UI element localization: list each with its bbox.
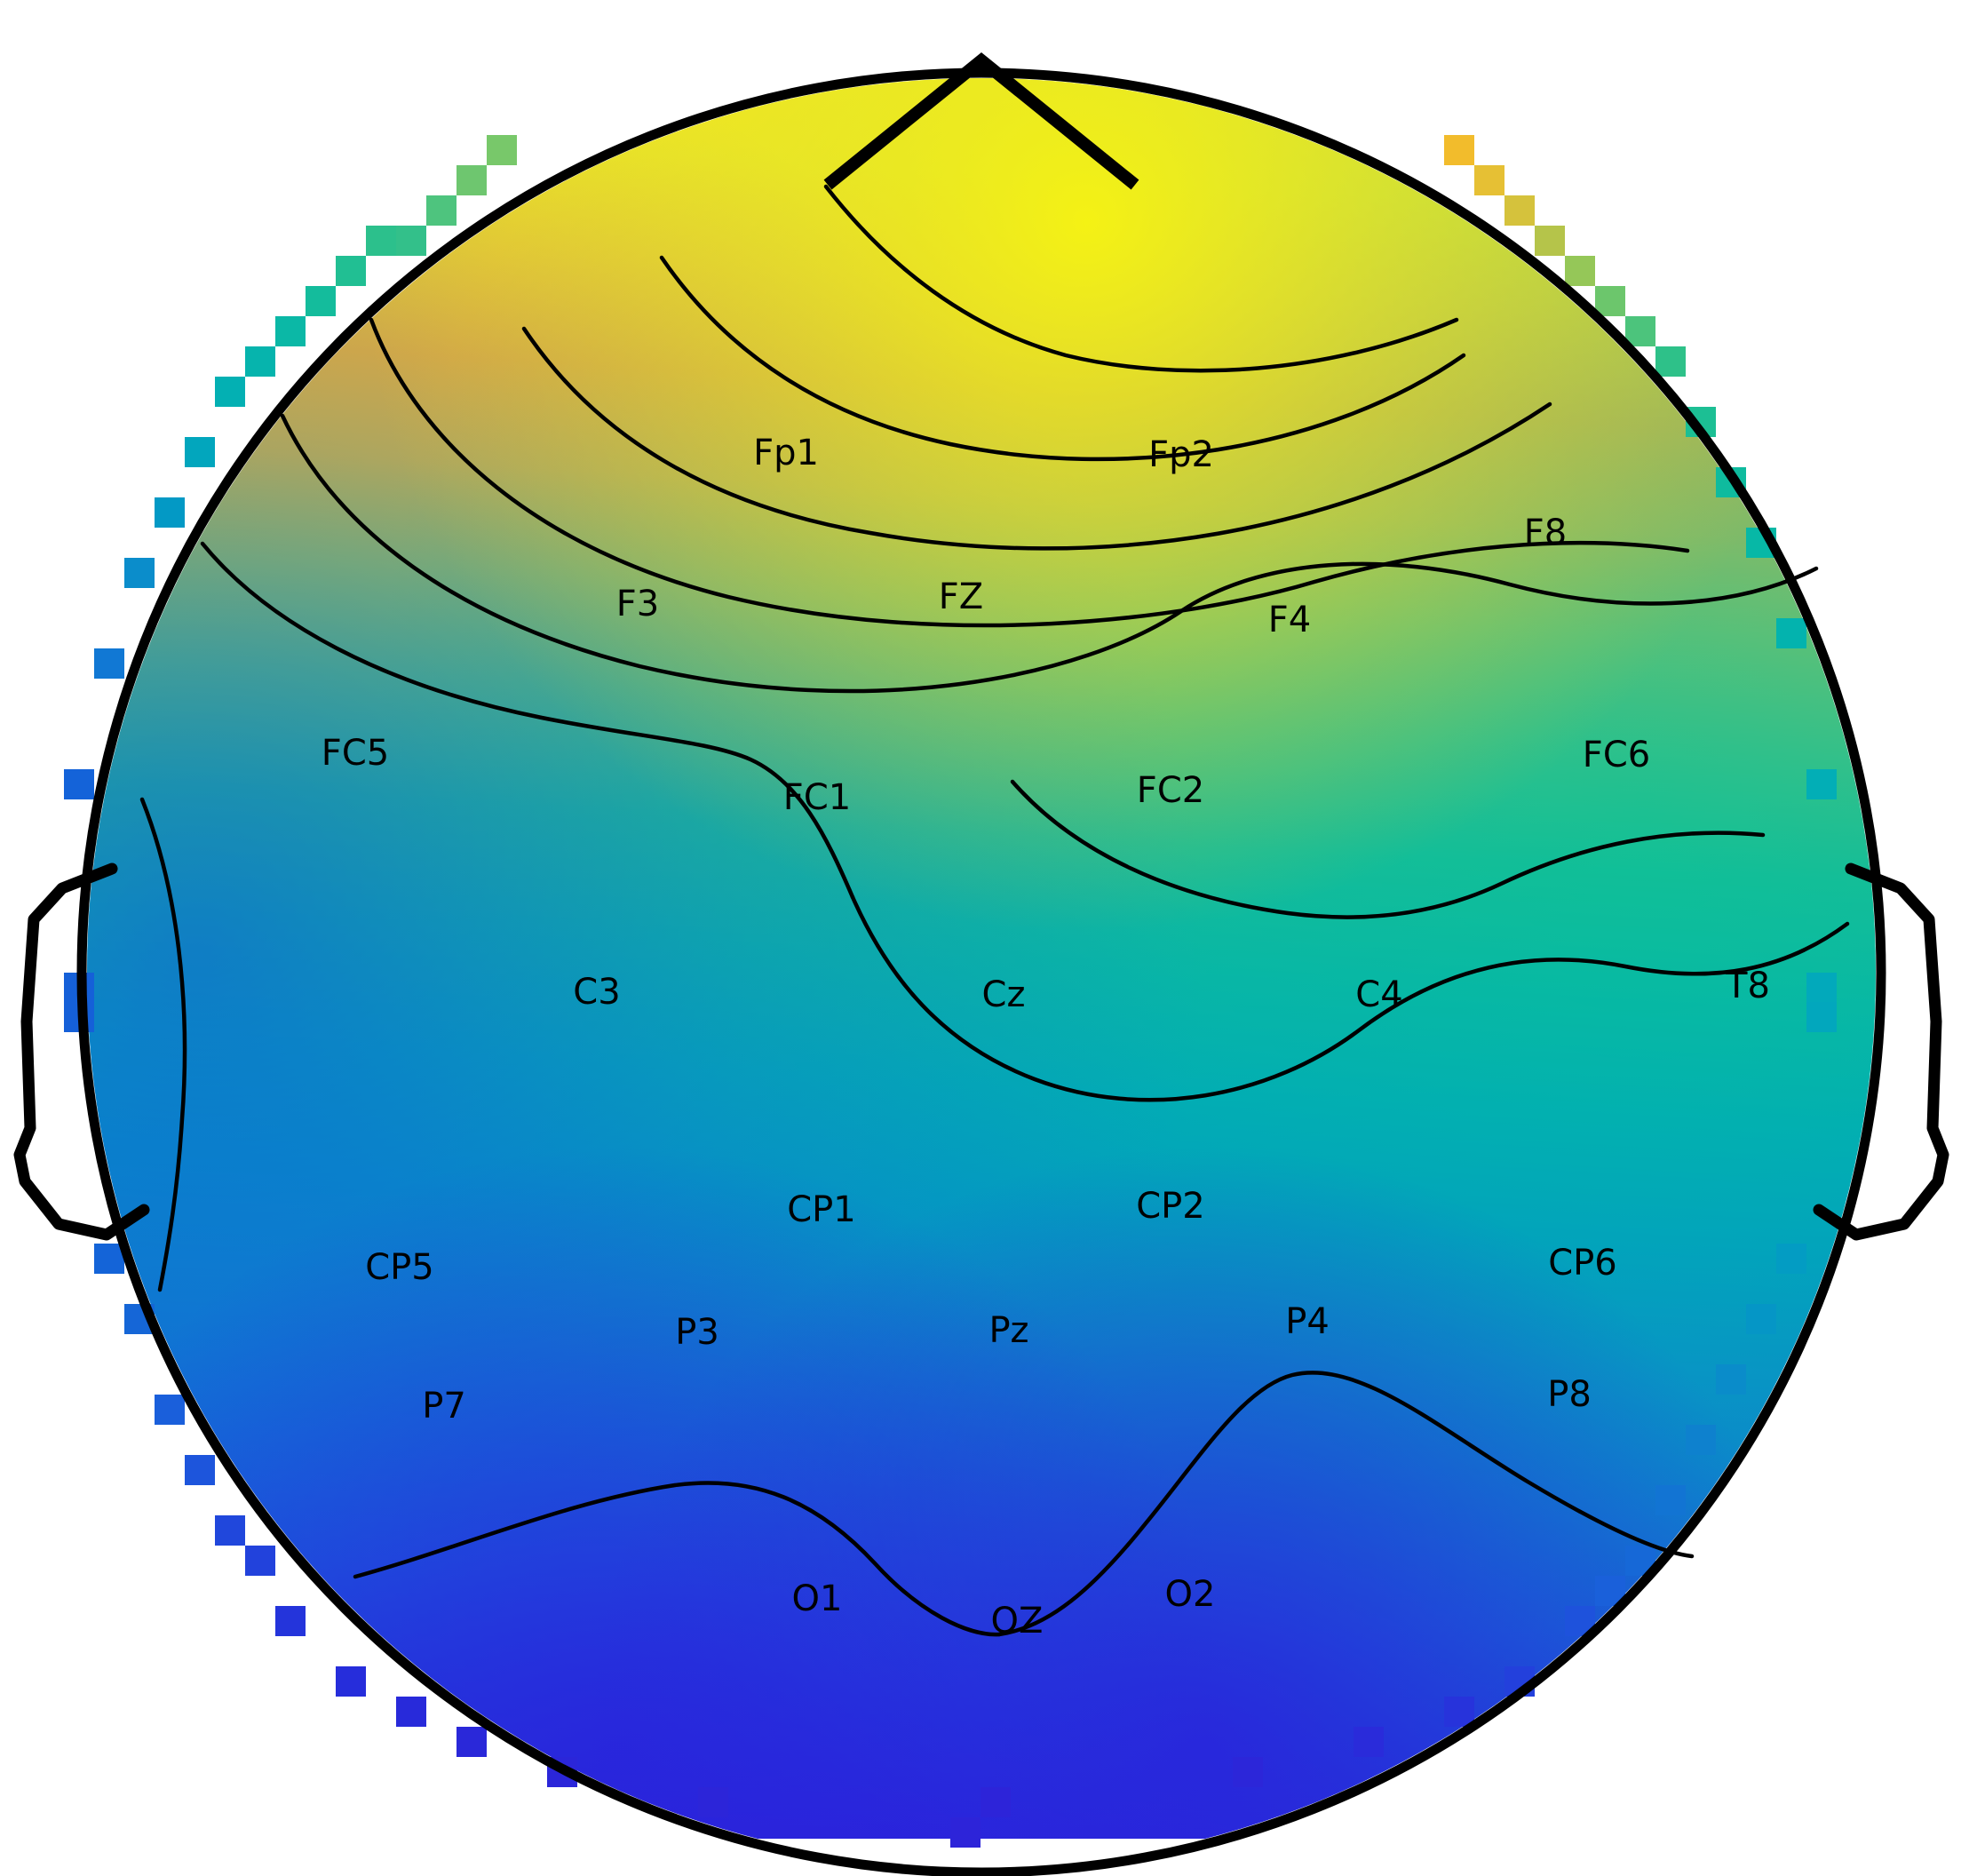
- electrode-label-fc6: FC6: [1582, 735, 1651, 775]
- electrode-label-p8: P8: [1547, 1374, 1592, 1415]
- electrode-label-cp2: CP2: [1136, 1186, 1205, 1227]
- electrode-label-fc2: FC2: [1136, 770, 1205, 811]
- left-ear-outline: [13, 862, 150, 1241]
- electrode-label-f3: F3: [615, 584, 660, 624]
- electrode-label-p7: P7: [422, 1386, 466, 1427]
- electrode-label-o1: O1: [791, 1578, 843, 1619]
- contour-level-8: [1010, 779, 1766, 919]
- electrode-label-cp5: CP5: [365, 1247, 434, 1288]
- contour-level-6: [200, 541, 855, 900]
- contour-lines: [139, 184, 1850, 1637]
- electrode-label-fz: FZ: [938, 576, 984, 617]
- electrode-label-f8: F8: [1523, 513, 1568, 553]
- contour-level-7: [850, 894, 1850, 1102]
- contour-level-5: [280, 413, 1819, 694]
- contour-level-9: [139, 797, 187, 1292]
- head-outline-circle: [76, 68, 1886, 1876]
- electrode-label-cp1: CP1: [787, 1189, 856, 1230]
- electrode-label-f4: F4: [1267, 600, 1312, 640]
- electrode-label-fp2: Fp2: [1148, 434, 1214, 475]
- electrode-label-fc1: FC1: [782, 777, 852, 818]
- right-ear-outline: [1813, 862, 1949, 1241]
- contour-level-11: [996, 1371, 1695, 1637]
- contour-level-3: [521, 326, 1552, 551]
- electrode-label-fc5: FC5: [321, 733, 390, 774]
- electrode-label-o2: O2: [1164, 1574, 1216, 1615]
- electrode-label-oz: OZ: [990, 1601, 1044, 1642]
- electrode-label-c3: C3: [573, 972, 621, 1013]
- electrode-label-fp1: Fp1: [753, 433, 819, 473]
- electrode-label-pz: Pz: [988, 1310, 1029, 1351]
- contour-level-10: [353, 1481, 1002, 1637]
- contour-level-4: [369, 317, 1690, 628]
- electrode-label-cz: Cz: [981, 974, 1026, 1015]
- electrode-label-t8: T8: [1726, 966, 1770, 1006]
- contour-level-2: [659, 255, 1466, 462]
- electrode-label-p4: P4: [1285, 1301, 1330, 1342]
- electrode-label-cp6: CP6: [1548, 1243, 1617, 1284]
- contour-level-1: [823, 184, 1459, 373]
- electrode-label-c4: C4: [1355, 974, 1403, 1015]
- nose-outline: [823, 52, 1139, 190]
- electrode-label-p3: P3: [675, 1312, 719, 1353]
